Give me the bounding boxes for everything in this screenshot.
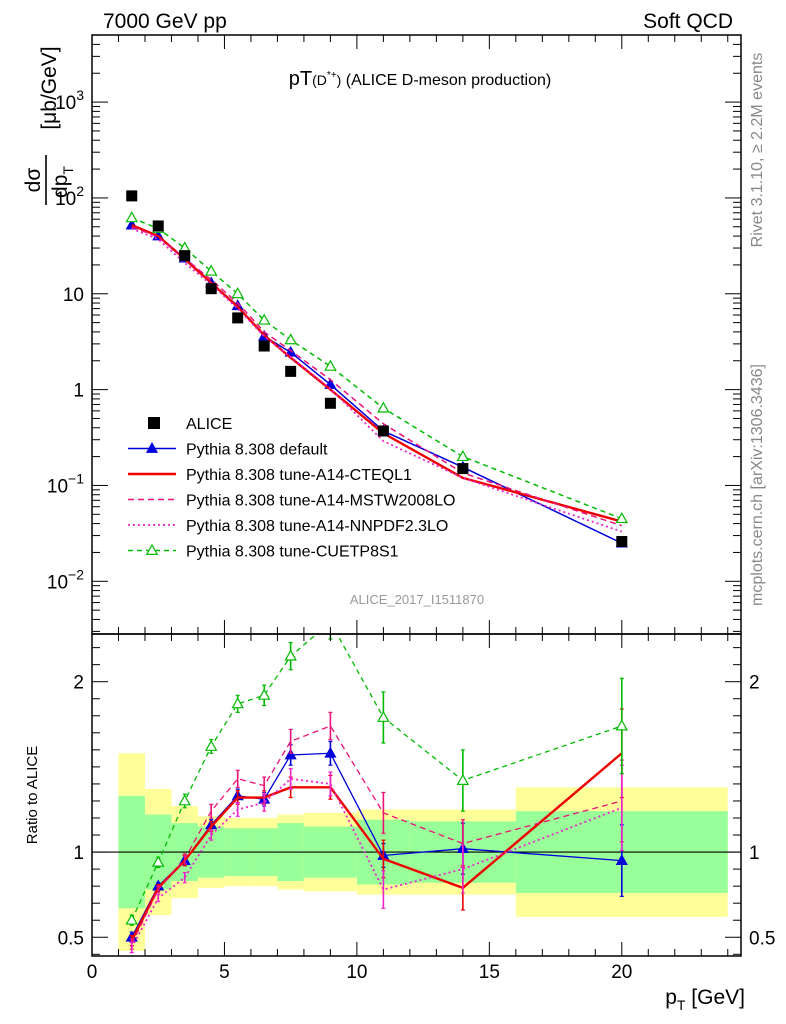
y-tick-label-ratio-right: 1	[749, 843, 760, 864]
rivet-version-label: Rivet 3.1.10, ≥ 2.2M events	[749, 53, 766, 248]
y-tick-label-main: 10−1	[47, 470, 84, 497]
main-panel: 10−2 10−1 1 10 102 103 pT(D*+) (ALICE D-meson…	[22, 34, 742, 635]
x-tick-label: 0	[87, 962, 98, 983]
y-tick-label-main: 10−2	[47, 566, 84, 593]
data-point-alice	[205, 283, 217, 295]
series-line-main	[131, 226, 623, 527]
series-point-ratio	[257, 688, 271, 700]
legend-label: Pythia 8.308 tune-A14-CTEQL1	[186, 467, 412, 484]
svg-text:dσ: dσ	[22, 168, 45, 193]
series-point-ratio	[325, 617, 335, 626]
series-point-ratio	[284, 748, 297, 760]
series-point-main	[377, 401, 390, 413]
y-tick-label-ratio-right: 0.5	[749, 928, 775, 949]
ratio-y-axis-label: Ratio to ALICE	[24, 746, 41, 844]
data-point-alice	[324, 397, 336, 409]
y-tick-label-main: 103	[55, 87, 84, 114]
x-tick-label: 10	[346, 962, 367, 983]
series-point-main	[456, 449, 470, 462]
data-point-alice	[285, 365, 297, 377]
main-y-axis-label: dσ dpT [μb/GeV]	[22, 46, 76, 205]
x-tick-label: 20	[611, 962, 632, 983]
x-axis-label: pT [GeV]	[665, 986, 745, 1013]
y-tick-label-main: 102	[55, 183, 84, 210]
legend: ALICE Pythia 8.308 default Pythia 8.308 tu…	[128, 416, 455, 561]
legend-label: Pythia 8.308 tune-CUETP8S1	[186, 544, 399, 561]
y-tick-label-main: 1	[73, 381, 84, 402]
mcplots-label: mcplots.cern.ch [arXiv:1306.3436]	[749, 364, 766, 606]
legend-label: Pythia 8.308 tune-A14-MSTW2008LO	[186, 493, 455, 510]
series-point-main	[324, 359, 337, 371]
data-point-alice	[616, 536, 628, 548]
data-point-alice	[258, 340, 270, 352]
legend-marker	[145, 543, 159, 555]
plot-title: pT(D*+) (ALICE D-meson production)	[289, 68, 551, 90]
series-point-main	[615, 511, 629, 524]
legend-marker-alice	[148, 417, 160, 429]
legend-label: Pythia 8.308 default	[186, 442, 328, 459]
x-tick-label: 5	[219, 962, 230, 983]
svg-text:dpT: dpT	[49, 166, 76, 198]
legend-label: Pythia 8.308 tune-A14-NNPDF2.3LO	[186, 518, 448, 535]
y-tick-label-ratio: 0.5	[58, 928, 84, 949]
series-point-ratio	[231, 697, 244, 709]
series-point-ratio	[178, 794, 191, 806]
series-point-main	[231, 287, 244, 299]
data-point-alice	[377, 425, 389, 437]
series-point-ratio	[284, 649, 297, 661]
header-left: 7000 GeV pp	[103, 10, 227, 33]
series-point-ratio	[615, 719, 629, 731]
series-point-ratio	[377, 710, 390, 722]
series-line-ratio	[130, 777, 623, 948]
series-point-ratio	[125, 913, 138, 925]
series-point-ratio	[204, 739, 218, 751]
ratio-frame	[91, 633, 742, 957]
series-point-main	[257, 313, 271, 325]
x-tick-label: 15	[479, 962, 500, 983]
y-tick-label-ratio: 1	[73, 843, 84, 864]
data-point-alice	[179, 250, 191, 262]
y-tick-label-ratio-right: 2	[749, 673, 760, 694]
series-point-main	[125, 211, 138, 223]
series-point-ratio	[151, 855, 165, 867]
series-point-ratio	[324, 746, 337, 758]
data-point-alice	[457, 463, 469, 475]
ratio-panel: 0 5 10 15 20 0.5 0.5 1 1 2 2 Ratio to ALICE pT [Ge…	[24, 617, 775, 1013]
series-point-main	[284, 333, 297, 345]
legend-marker	[145, 441, 159, 453]
header-right: Soft QCD	[643, 10, 733, 33]
data-point-alice	[152, 220, 164, 232]
series-line-ratio	[131, 634, 623, 921]
y-tick-label-ratio: 2	[73, 673, 84, 694]
legend-label: ALICE	[186, 416, 232, 433]
series-line-main	[131, 227, 623, 533]
data-point-alice	[126, 190, 138, 202]
series-point-ratio	[615, 854, 628, 865]
y-tick-label-main: 10	[63, 285, 84, 306]
series-point-main	[204, 264, 218, 276]
series-point-ratio	[456, 773, 470, 785]
analysis-id: ALICE_2017_I1511870	[350, 592, 484, 607]
data-point-alice	[232, 312, 244, 324]
svg-text:[μb/GeV]: [μb/GeV]	[38, 46, 61, 129]
